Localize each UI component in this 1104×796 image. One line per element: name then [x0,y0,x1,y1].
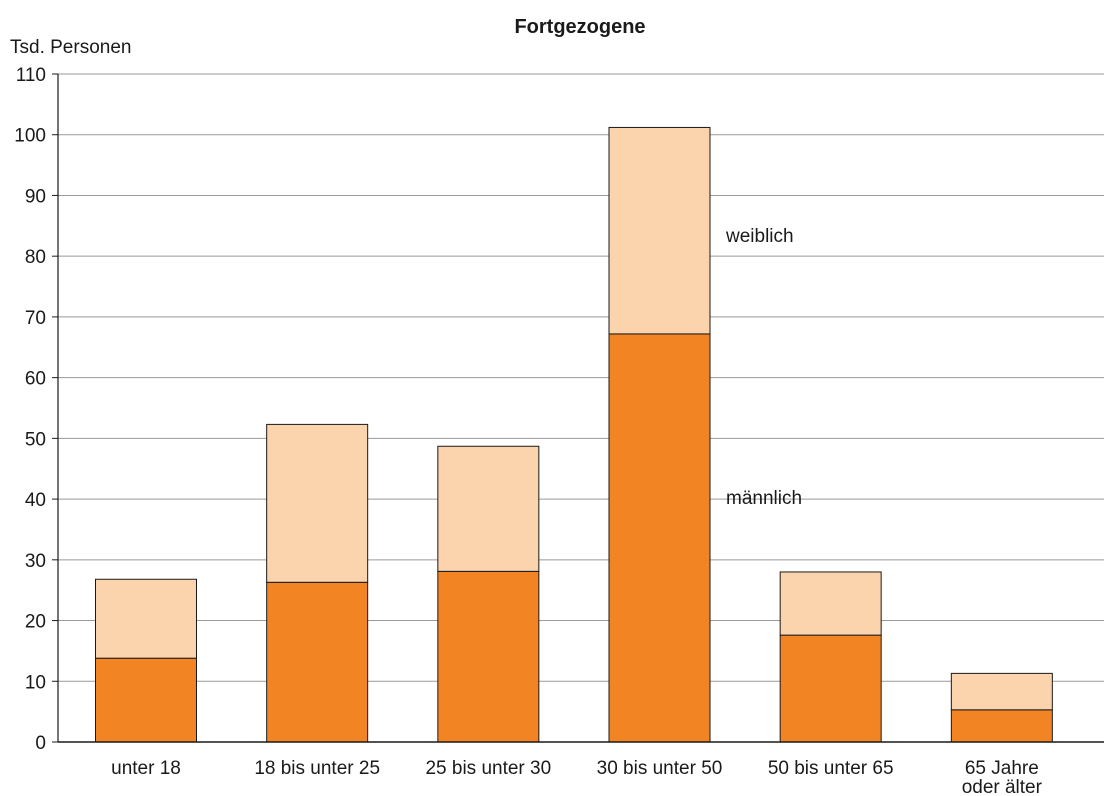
y-tick-label: 90 [25,186,46,207]
bars [95,126,1053,743]
bar-segment-maennlich [266,581,369,743]
gridlines [58,73,1104,682]
y-tick-label: 50 [25,429,46,450]
y-tick-label: 60 [25,369,46,390]
y-tick-label: 100 [14,126,46,147]
y-tick-label: 80 [25,247,46,268]
labels: 0 10 20 30 40 50 60 70 80 90 100 110 unter 18 18 bis … [14,65,1042,796]
bar-segment-maennlich [779,634,882,743]
bar-segment-weiblich [437,445,540,572]
y-axis-unit-label: Tsd. Personen [10,37,131,58]
bar-segment-weiblich [266,423,369,583]
y-tick-label: 30 [25,551,46,572]
x-category-label: unter 18 [111,758,181,779]
y-tick-label: 10 [25,672,46,693]
bar-segment-weiblich [95,578,197,659]
x-category-label: 25 bis unter 30 [425,758,551,779]
y-tick-label: 40 [25,490,46,511]
chart-title: Fortgezogene [514,16,645,38]
x-category-label: 50 bis unter 65 [768,758,894,779]
x-category-label: 30 bis unter 50 [597,758,723,779]
bar-segment-maennlich [608,333,711,743]
x-category-label: 18 bis unter 25 [254,758,380,779]
y-tick-label: 20 [25,612,46,633]
series-label-maennlich: männlich [726,488,802,509]
series-label-weiblich: weiblich [725,226,794,247]
axes [52,73,1104,743]
bar-segment-weiblich [608,126,711,335]
y-tick-label: 110 [16,65,46,86]
bar-segment-maennlich [95,657,197,743]
bar-segment-weiblich [779,571,882,636]
bar-segment-maennlich [437,570,540,743]
bar-segment-maennlich [950,709,1053,743]
y-tick-label: 70 [25,308,46,329]
x-category-label: 65 Jahre oder älter [962,758,1043,796]
y-tick-label: 0 [35,733,46,754]
bar-segment-weiblich [950,672,1053,711]
